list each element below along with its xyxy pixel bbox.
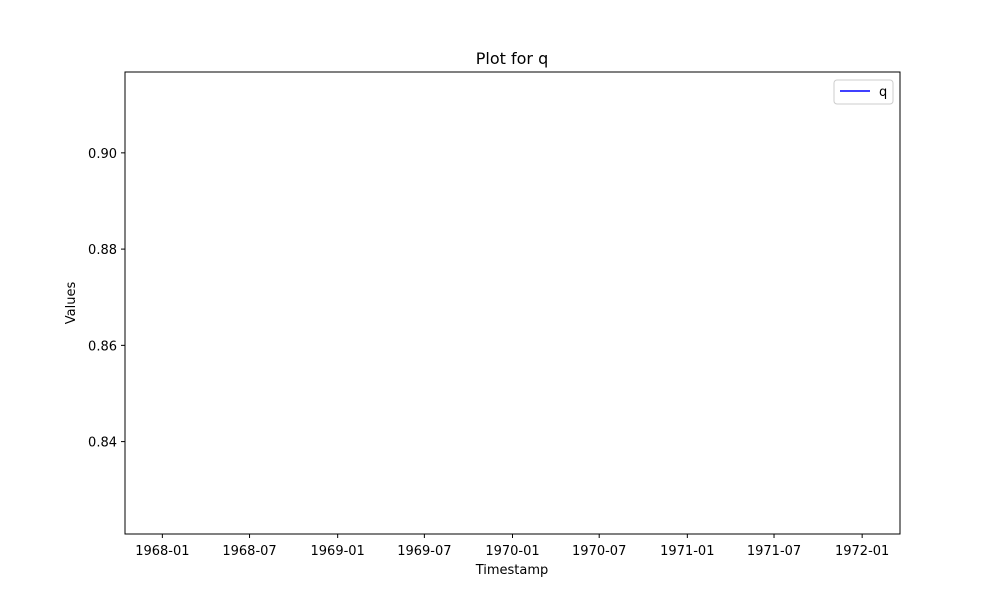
chart-title: Plot for q [476,49,548,68]
y-axis: 0.84 0.86 0.88 0.90 [88,147,125,451]
y-axis-label: Values [64,282,79,325]
legend-label-q: q [879,85,887,100]
x-tick-label: 1968-01 [135,544,189,559]
x-tick-label: 1972-01 [835,544,889,559]
y-tick-label: 0.86 [88,339,117,354]
x-axis: 1968-01 1968-07 1969-01 1969-07 1970-01 1970-… [135,534,889,559]
plot-frame [124,71,901,535]
y-tick-label: 0.88 [88,243,117,258]
x-tick-label: 1970-07 [572,544,626,559]
x-tick-label: 1971-07 [747,544,801,559]
x-tick-label: 1969-07 [397,544,451,559]
plot-area [125,72,900,534]
y-tick-label: 0.90 [88,147,117,162]
x-tick-label: 1968-07 [222,544,276,559]
legend: q [833,79,894,105]
x-tick-label: 1969-01 [311,544,365,559]
x-tick-label: 1970-01 [485,544,539,559]
y-tick-label: 0.84 [88,436,117,451]
plot-background [125,72,900,534]
x-axis-label: Timestamp [475,563,549,578]
x-tick-label: 1971-01 [660,544,714,559]
legend-box [833,79,894,105]
